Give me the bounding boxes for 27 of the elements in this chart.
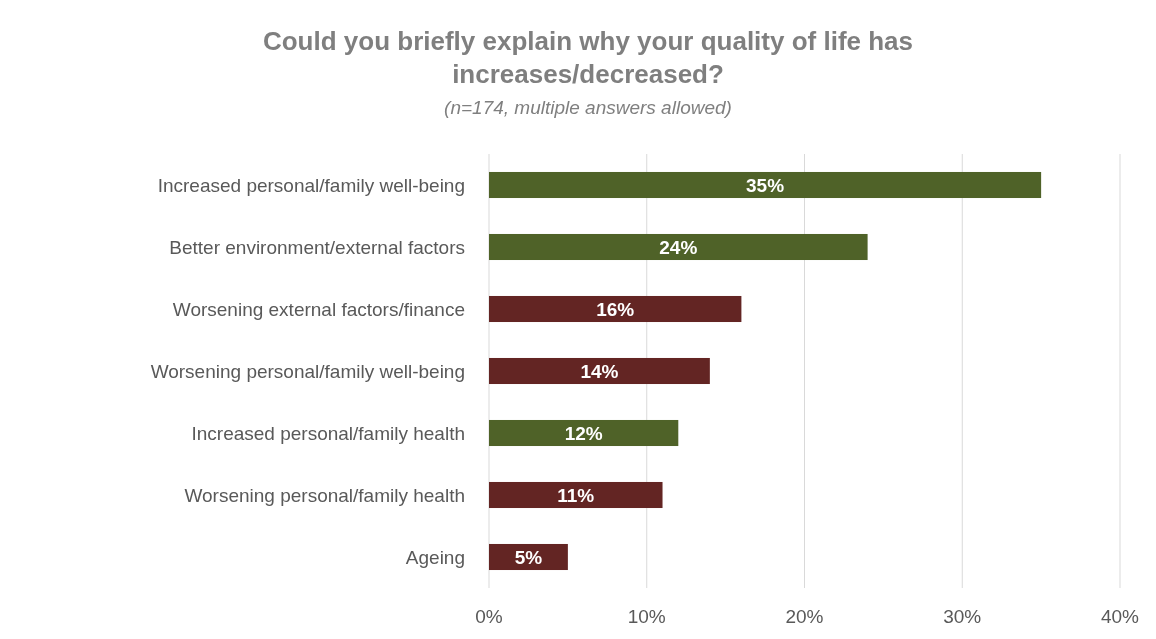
x-tick-label: 40% [1100,606,1140,627]
x-tick-label: 0% [475,606,503,627]
y-tick-label: Increased personal/family well-being [157,174,465,196]
y-tick-label: Worsening personal/family health [184,484,465,506]
x-tick-label: 20% [785,606,824,627]
data-label: 14% [580,360,619,382]
x-tick-label: 30% [943,606,982,627]
bar [489,481,663,509]
y-tick-label: Worsening external factors/finance [172,298,465,320]
data-label: 24% [659,236,698,258]
chart-subtitle: (n=174, multiple answers allowed) [444,97,732,118]
data-label: 12% [564,422,603,444]
data-label: 5% [514,546,543,568]
bar [489,233,868,261]
x-tick-label: 10% [627,606,666,627]
y-tick-label: Worsening personal/family well-being [150,360,465,382]
bar [489,419,679,447]
data-label: 16% [596,298,635,320]
y-tick-label: Better environment/external factors [169,236,465,258]
y-tick-label: Increased personal/family health [191,422,465,444]
bar [489,295,742,323]
y-tick-label: Ageing [405,546,465,568]
data-label: 35% [746,174,785,196]
bar [489,357,710,385]
data-label: 11% [557,484,595,506]
bar [489,171,1042,199]
chart-title: Could you briefly explain why your quality of life has increases/decreased? [262,26,914,89]
